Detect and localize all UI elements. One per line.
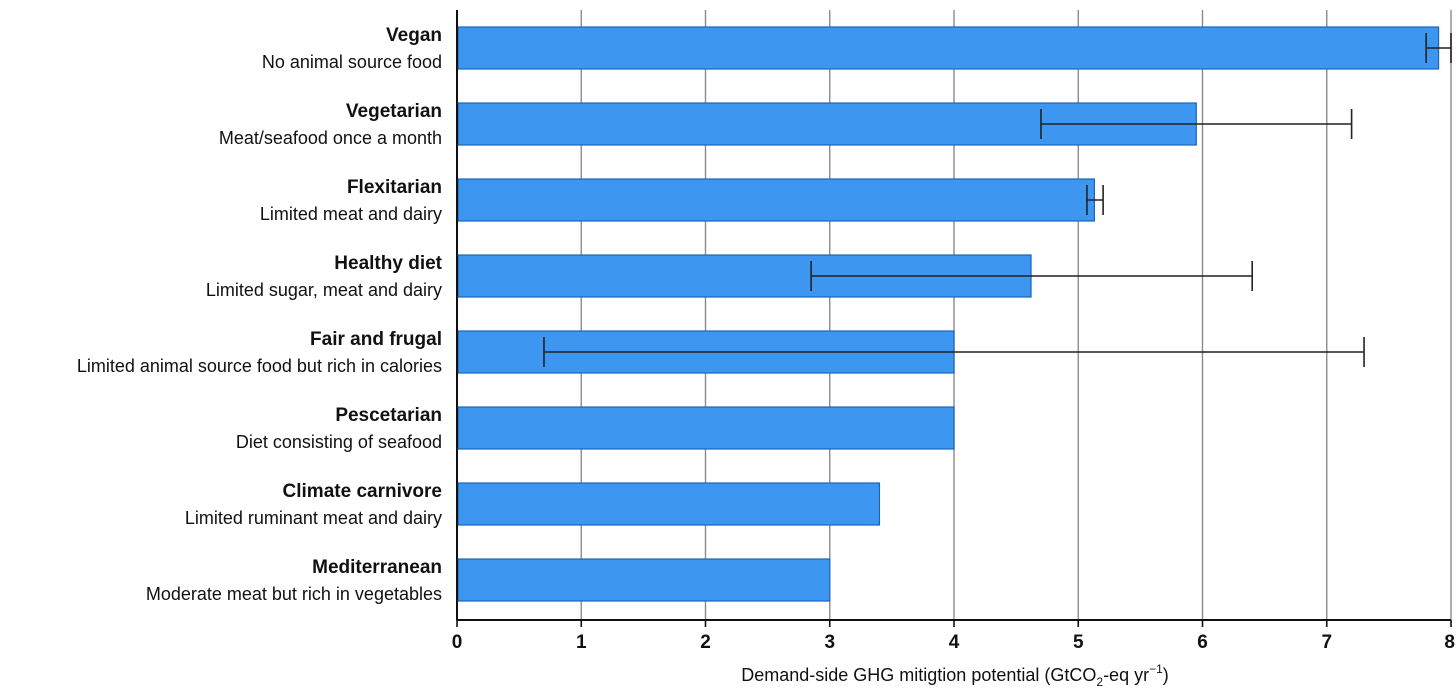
- x-tick-label: 1: [576, 632, 587, 653]
- x-axis-title: Demand-side GHG mitigtion potential (GtC…: [741, 662, 1169, 689]
- category-description: Diet consisting of seafood: [236, 432, 442, 452]
- category-title: Pescetarian: [335, 405, 442, 426]
- bar-vegan: [457, 26, 1440, 70]
- x-tick-label: 6: [1197, 632, 1208, 653]
- x-tick-label: 7: [1321, 632, 1332, 653]
- x-tick-label: 8: [1444, 632, 1455, 653]
- x-tick-label: 0: [452, 632, 463, 653]
- x-tick-label: 5: [1073, 632, 1084, 653]
- category-description: Limited meat and dairy: [260, 204, 442, 224]
- category-description: Meat/seafood once a month: [219, 128, 442, 148]
- error-bar-flexitarian: [1086, 185, 1104, 215]
- bar-flexitarian: [457, 178, 1096, 222]
- bar-mediterranean: [457, 558, 831, 602]
- gridlines: [580, 10, 1452, 620]
- category-description: Limited ruminant meat and dairy: [185, 508, 442, 528]
- axes: 0 1 2 3 4 5 6 7 8: [452, 10, 1455, 653]
- category-labels: Vegan No animal source food Vegetarian Meat…: [77, 25, 443, 604]
- error-bars: [543, 33, 1452, 367]
- category-title: Vegetarian: [346, 101, 442, 122]
- x-tick-label: 2: [700, 632, 711, 653]
- category-title: Climate carnivore: [283, 481, 442, 502]
- error-bar-fair-and-frugal: [543, 337, 1365, 367]
- category-title: Fair and frugal: [310, 329, 442, 350]
- bar-climate-carnivore: [457, 482, 881, 526]
- category-title: Vegan: [386, 25, 442, 46]
- error-bar-healthy-diet: [810, 261, 1253, 291]
- category-description: Limited animal source food but rich in c…: [77, 356, 442, 376]
- x-tick-label: 3: [824, 632, 835, 653]
- category-title: Mediterranean: [312, 557, 442, 578]
- bars: [457, 26, 1440, 602]
- category-title: Healthy diet: [334, 253, 442, 274]
- category-title: Flexitarian: [347, 177, 442, 198]
- category-description: Moderate meat but rich in vegetables: [146, 584, 442, 604]
- error-bar-vegan: [1425, 33, 1452, 63]
- category-description: Limited sugar, meat and dairy: [206, 280, 442, 300]
- error-bar-vegetarian: [1040, 109, 1353, 139]
- bar-pescetarian: [457, 406, 955, 450]
- x-tick-label: 4: [949, 632, 960, 653]
- category-description: No animal source food: [262, 52, 442, 72]
